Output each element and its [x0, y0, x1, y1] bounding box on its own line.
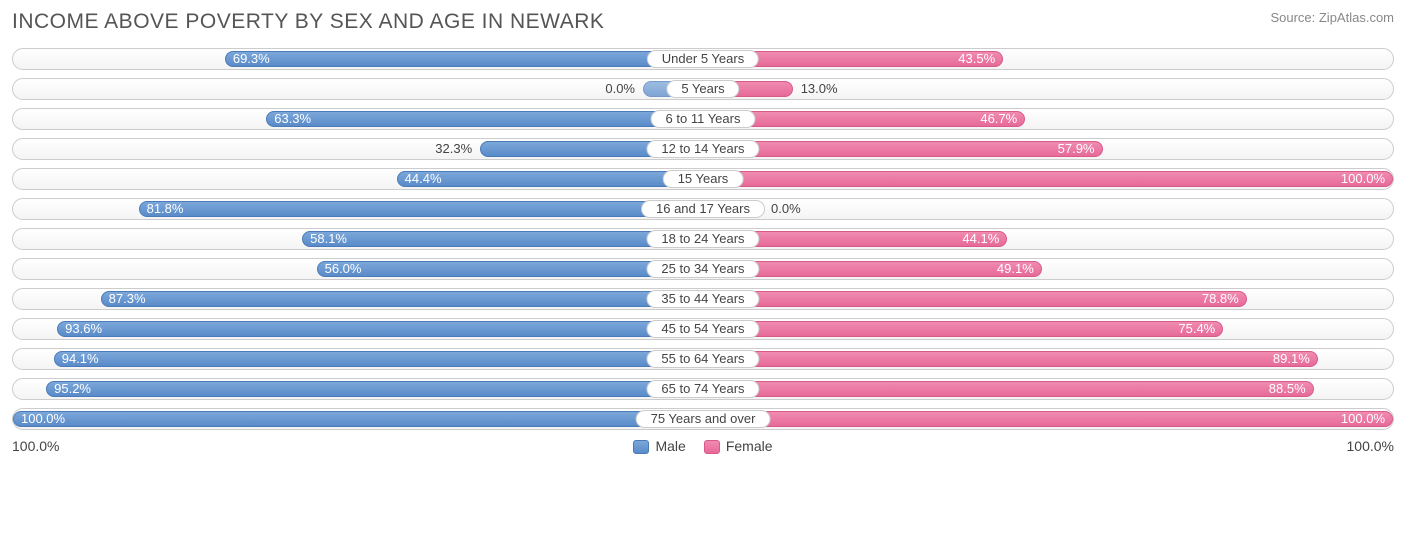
female-value: 43.5%: [958, 49, 995, 69]
male-value: 87.3%: [109, 289, 146, 309]
male-value: 69.3%: [233, 49, 270, 69]
male-value: 32.3%: [435, 139, 472, 159]
category-label: 55 to 64 Years: [646, 350, 759, 368]
category-label: 75 Years and over: [636, 410, 771, 428]
chart-row: 32.3% 57.9% 12 to 14 Years: [12, 138, 1394, 160]
female-bar: [703, 291, 1247, 307]
male-bar: [139, 201, 703, 217]
male-swatch-icon: [633, 440, 649, 454]
legend-male: Male: [633, 438, 685, 454]
male-value: 58.1%: [310, 229, 347, 249]
category-label: 35 to 44 Years: [646, 290, 759, 308]
male-bar: [225, 51, 703, 67]
diverging-bar-chart: 69.3% 43.5% Under 5 Years 0.0% 13.0% 5 Years 6…: [12, 48, 1394, 430]
male-value: 100.0%: [21, 409, 65, 429]
category-label: 18 to 24 Years: [646, 230, 759, 248]
chart-row: 58.1% 44.1% 18 to 24 Years: [12, 228, 1394, 250]
female-value: 100.0%: [1341, 409, 1385, 429]
male-bar: [397, 171, 703, 187]
male-value: 95.2%: [54, 379, 91, 399]
male-bar: [54, 351, 703, 367]
male-value: 63.3%: [274, 109, 311, 129]
female-bar: [703, 141, 1103, 157]
chart-row: 94.1% 89.1% 55 to 64 Years: [12, 348, 1394, 370]
legend-male-label: Male: [655, 438, 685, 454]
category-label: 5 Years: [666, 80, 739, 98]
axis-left-label: 100.0%: [12, 438, 59, 454]
female-bar: [703, 321, 1223, 337]
female-value: 100.0%: [1341, 169, 1385, 189]
male-bar: [46, 381, 703, 397]
female-value: 78.8%: [1202, 289, 1239, 309]
chart-header: INCOME ABOVE POVERTY BY SEX AND AGE IN N…: [12, 10, 1394, 34]
male-bar: [13, 411, 703, 427]
male-value: 0.0%: [605, 79, 635, 99]
male-value: 81.8%: [147, 199, 184, 219]
female-bar: [703, 381, 1314, 397]
male-value: 56.0%: [325, 259, 362, 279]
male-bar: [266, 111, 703, 127]
chart-row: 56.0% 49.1% 25 to 34 Years: [12, 258, 1394, 280]
male-value: 93.6%: [65, 319, 102, 339]
female-bar: [703, 411, 1393, 427]
male-value: 44.4%: [405, 169, 442, 189]
category-label: 45 to 54 Years: [646, 320, 759, 338]
chart-row: 44.4% 100.0% 15 Years: [12, 168, 1394, 190]
legend-female-label: Female: [726, 438, 773, 454]
male-bar: [57, 321, 703, 337]
chart-row: 100.0% 100.0% 75 Years and over: [12, 408, 1394, 430]
female-bar: [703, 171, 1393, 187]
category-label: 12 to 14 Years: [646, 140, 759, 158]
chart-row: 95.2% 88.5% 65 to 74 Years: [12, 378, 1394, 400]
male-bar: [101, 291, 703, 307]
female-value: 13.0%: [801, 79, 838, 99]
category-label: 65 to 74 Years: [646, 380, 759, 398]
axis-right-label: 100.0%: [1347, 438, 1394, 454]
chart-row: 81.8% 0.0% 16 and 17 Years: [12, 198, 1394, 220]
chart-row: 93.6% 75.4% 45 to 54 Years: [12, 318, 1394, 340]
male-bar: [302, 231, 703, 247]
female-value: 46.7%: [980, 109, 1017, 129]
female-value: 75.4%: [1178, 319, 1215, 339]
female-value: 49.1%: [997, 259, 1034, 279]
chart-footer: 100.0% Male Female 100.0%: [12, 438, 1394, 454]
category-label: Under 5 Years: [647, 50, 759, 68]
female-value: 0.0%: [771, 199, 801, 219]
chart-row: 0.0% 13.0% 5 Years: [12, 78, 1394, 100]
category-label: 15 Years: [663, 170, 744, 188]
category-label: 25 to 34 Years: [646, 260, 759, 278]
category-label: 16 and 17 Years: [641, 200, 765, 218]
category-label: 6 to 11 Years: [651, 110, 756, 128]
female-value: 44.1%: [962, 229, 999, 249]
chart-title: INCOME ABOVE POVERTY BY SEX AND AGE IN N…: [12, 10, 604, 34]
chart-source: Source: ZipAtlas.com: [1270, 10, 1394, 25]
female-value: 89.1%: [1273, 349, 1310, 369]
female-swatch-icon: [704, 440, 720, 454]
female-value: 88.5%: [1269, 379, 1306, 399]
male-value: 94.1%: [62, 349, 99, 369]
chart-row: 69.3% 43.5% Under 5 Years: [12, 48, 1394, 70]
male-bar: [317, 261, 703, 277]
chart-row: 63.3% 46.7% 6 to 11 Years: [12, 108, 1394, 130]
chart-row: 87.3% 78.8% 35 to 44 Years: [12, 288, 1394, 310]
legend: Male Female: [633, 438, 772, 454]
legend-female: Female: [704, 438, 773, 454]
female-bar: [703, 351, 1318, 367]
female-value: 57.9%: [1058, 139, 1095, 159]
